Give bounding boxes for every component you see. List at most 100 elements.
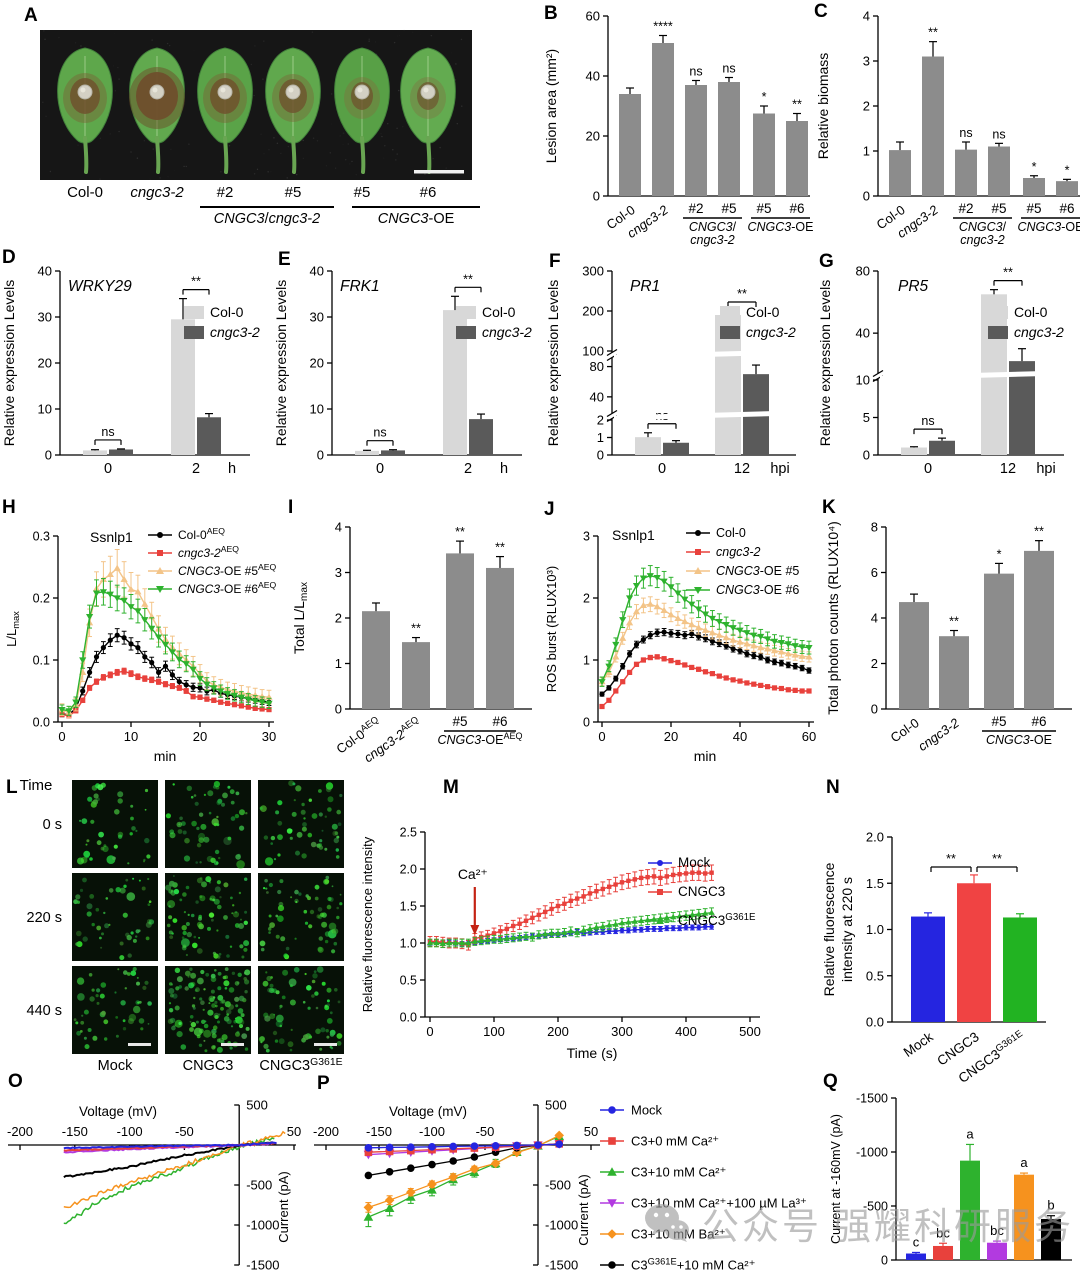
svg-text:CNGC3-OE: CNGC3-OE: [748, 220, 814, 234]
svg-text:#6: #6: [1031, 714, 1046, 729]
panel-a-label: A: [24, 5, 38, 26]
svg-text:-100: -100: [419, 1124, 445, 1139]
svg-text:50: 50: [584, 1124, 598, 1139]
svg-text:40: 40: [590, 389, 604, 404]
svg-text:30: 30: [38, 310, 52, 325]
svg-text:500: 500: [246, 1098, 268, 1113]
svg-text:10: 10: [124, 729, 138, 744]
panel-d-label: D: [2, 247, 16, 268]
svg-text:#6: #6: [789, 201, 804, 216]
svg-text:12: 12: [734, 461, 750, 477]
svg-text:#5: #5: [756, 201, 771, 216]
svg-text:-200: -200: [7, 1124, 33, 1139]
svg-text:#2: #2: [217, 184, 234, 201]
svg-text:C3+10 mM Ca²⁺: C3+10 mM Ca²⁺: [631, 1165, 726, 1180]
svg-text:PR5: PR5: [898, 278, 929, 295]
svg-text:4: 4: [335, 520, 342, 535]
svg-text:CNGC3-OE #5: CNGC3-OE #5: [716, 564, 799, 578]
svg-text:ns: ns: [959, 126, 972, 140]
svg-text:cngc3-2: cngc3-2: [210, 324, 260, 340]
svg-text:Time: Time: [20, 777, 53, 794]
svg-text:L/Lmax: L/Lmax: [4, 611, 21, 647]
svg-text:Lesion area (mm²): Lesion area (mm²): [543, 49, 559, 163]
svg-text:0: 0: [881, 1254, 888, 1268]
svg-text:#5: #5: [991, 714, 1006, 729]
svg-text:FRK1: FRK1: [340, 278, 380, 295]
svg-text:500: 500: [739, 1024, 761, 1039]
panel-e-frk1-chart: 0 10 20 30 40 ns 0 ** 2 h FRK1 Col-0 cngc3-2 Relative…: [273, 264, 532, 478]
svg-text:0: 0: [863, 448, 870, 463]
svg-text:bc: bc: [990, 1223, 1004, 1238]
panel-o-iv-trace-chart: -200 -150 -100 -50 50 Voltage (mV) 500 -500 -100…: [7, 1098, 301, 1273]
svg-text:40: 40: [586, 69, 600, 84]
svg-text:1: 1: [597, 430, 604, 445]
svg-text:Total L/Lmax: Total L/Lmax: [291, 582, 310, 654]
svg-text:CNGC3-OE: CNGC3-OE: [1018, 220, 1080, 234]
svg-text:**: **: [737, 287, 747, 301]
svg-text:Current (pA): Current (pA): [576, 1174, 591, 1246]
svg-text:Current at -160mV (pA): Current at -160mV (pA): [829, 1114, 843, 1244]
panel-j-ros-chart: 0 1 2 3 0 20 40 60 Ssnlp1 min ROS burst (RLUX10³) C…: [544, 526, 816, 764]
panel-e-label: E: [278, 249, 291, 270]
panel-c-label: C: [814, 1, 828, 22]
svg-text:Relative expression Levels: Relative expression Levels: [545, 280, 561, 447]
svg-text:0: 0: [924, 461, 932, 477]
svg-text:1.0: 1.0: [400, 937, 417, 951]
svg-text:**: **: [463, 272, 473, 286]
svg-text:0: 0: [426, 1024, 433, 1039]
svg-text:CNGC3-OE: CNGC3-OE: [378, 211, 455, 227]
svg-text:**: **: [928, 26, 938, 40]
panel-j-label: J: [544, 499, 555, 520]
svg-text:12: 12: [1000, 461, 1016, 477]
svg-text:ns: ns: [101, 425, 114, 439]
svg-text:#6: #6: [492, 714, 507, 729]
svg-text:Col-0: Col-0: [716, 526, 746, 540]
svg-text:-50: -50: [476, 1124, 495, 1139]
svg-text:*: *: [1032, 160, 1037, 174]
svg-text:min: min: [694, 748, 717, 764]
svg-text:Col-0: Col-0: [1014, 304, 1048, 320]
svg-text:**: **: [495, 541, 505, 555]
svg-text:#2: #2: [688, 201, 703, 216]
panel-g-pr5-chart: 0 5 10 40 80 ns 0 ** 12 hpi PR5 Col-0 cngc3-2 Relativ…: [817, 264, 1064, 478]
svg-text:300: 300: [611, 1024, 633, 1039]
svg-text:Mock: Mock: [678, 855, 711, 870]
svg-text:Relative fluorescence: Relative fluorescence: [821, 862, 837, 996]
panel-b-label: B: [544, 3, 558, 24]
svg-text:-1500: -1500: [856, 1092, 888, 1106]
svg-text:C3+0 mM Ca²⁺: C3+0 mM Ca²⁺: [631, 1134, 719, 1149]
svg-text:ns: ns: [373, 426, 386, 440]
svg-text:Ssnlp1: Ssnlp1: [90, 529, 133, 545]
svg-text:2.5: 2.5: [400, 826, 417, 840]
svg-text:-150: -150: [62, 1124, 88, 1139]
panel-p-iv-points-chart: -200 -150 -100 -50 50 Voltage (mV) 500 -500 -100…: [313, 1098, 807, 1273]
svg-text:200: 200: [547, 1024, 569, 1039]
svg-text:2.0: 2.0: [400, 863, 417, 877]
svg-text:0.5: 0.5: [866, 968, 884, 983]
svg-text:0: 0: [583, 716, 590, 730]
svg-text:2: 2: [192, 461, 200, 477]
svg-text:0: 0: [376, 461, 384, 477]
svg-text:Total photon counts (RLUX10⁴): Total photon counts (RLUX10⁴): [825, 521, 841, 715]
svg-text:-500: -500: [545, 1178, 571, 1193]
svg-text:0: 0: [317, 448, 324, 463]
svg-text:2: 2: [863, 99, 870, 114]
svg-text:2.0: 2.0: [866, 830, 884, 845]
svg-text:1: 1: [583, 654, 590, 668]
svg-text:ROS burst (RLUX10³): ROS burst (RLUX10³): [544, 566, 559, 692]
svg-text:40: 40: [856, 326, 870, 341]
svg-text:0.1: 0.1: [33, 654, 50, 668]
svg-text:50: 50: [287, 1124, 301, 1139]
panel-k-label: K: [822, 497, 836, 518]
svg-text:#5: #5: [354, 184, 371, 201]
svg-text:a: a: [1020, 1155, 1028, 1170]
svg-text:60: 60: [802, 729, 816, 744]
svg-text:CNGC3-OE #6AEQ: CNGC3-OE #6AEQ: [178, 580, 277, 596]
svg-text:0: 0: [58, 729, 65, 744]
svg-text:-1000: -1000: [545, 1218, 578, 1233]
svg-text:Mock: Mock: [901, 1029, 936, 1060]
svg-text:#5: #5: [285, 184, 302, 201]
svg-text:Ca²⁺: Ca²⁺: [458, 866, 488, 882]
